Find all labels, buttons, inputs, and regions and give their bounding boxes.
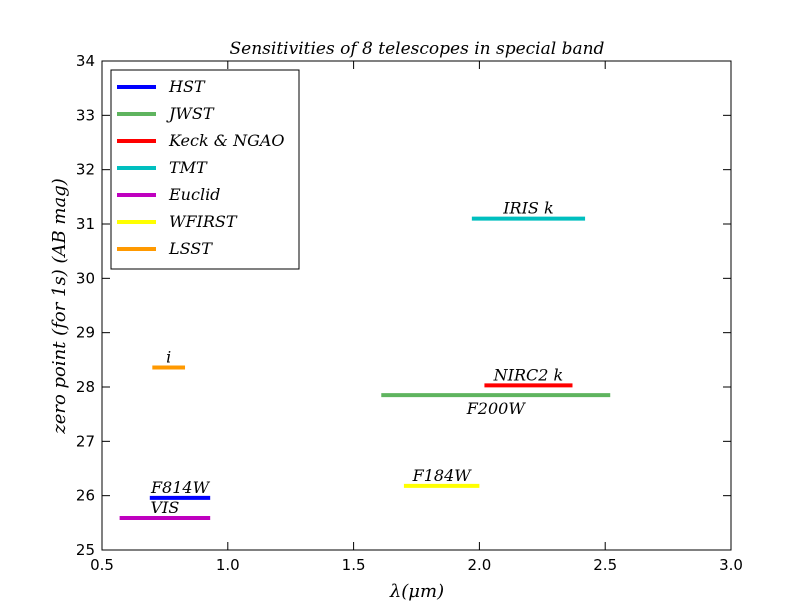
y-tick-label: 29	[76, 324, 95, 342]
band-label: VIS	[150, 498, 179, 517]
legend-label: Euclid	[168, 185, 220, 204]
band-label: F184W	[412, 466, 473, 485]
y-tick-label: 33	[76, 106, 95, 124]
y-tick-label: 26	[76, 487, 95, 505]
x-axis-label: λ(μm)	[389, 581, 444, 602]
plot-frame	[101, 60, 732, 551]
y-tick-label: 32	[76, 161, 95, 179]
x-tick-label: 2.5	[593, 556, 617, 574]
x-tick-label: 3.0	[719, 556, 743, 574]
band-label: F200W	[466, 399, 527, 418]
y-tick-label: 27	[76, 432, 95, 450]
legend: HST JWST Keck & NGAO TMT Euclid WFIRST LSST	[110, 69, 300, 270]
y-tick-label: 28	[76, 378, 95, 396]
legend-label: WFIRST	[169, 212, 238, 231]
x-tick-label: 1.0	[216, 556, 240, 574]
axis-ticks: 0.5 1.0 1.5 2.0 2.5 3.0 25 26 27 28 29 30 31 32 33 34	[76, 52, 743, 574]
x-tick-label: 0.5	[90, 556, 114, 574]
y-tick-label: 30	[76, 269, 95, 287]
legend-label: TMT	[169, 158, 208, 177]
y-tick-label: 34	[76, 52, 95, 70]
legend-label: LSST	[168, 239, 213, 258]
x-tick-label: 2.0	[467, 556, 491, 574]
band-label: i	[166, 347, 171, 366]
legend-label: JWST	[166, 104, 215, 123]
y-tick-label: 25	[76, 541, 95, 559]
y-axis-label: zero point (for 1s) (AB mag)	[49, 178, 70, 435]
band-label: NIRC2 k	[493, 365, 564, 384]
band-label: IRIS k	[502, 199, 553, 218]
legend-label: Keck & NGAO	[168, 131, 285, 150]
x-tick-label: 1.5	[342, 556, 366, 574]
legend-label: HST	[168, 77, 206, 96]
y-tick-label: 31	[76, 215, 95, 233]
data-marks: F814W F200W NIRC2 k IRIS k VIS F184W i	[119, 199, 611, 520]
chart-title: Sensitivities of 8 telescopes in special…	[230, 39, 605, 59]
band-label: F814W	[150, 478, 211, 497]
